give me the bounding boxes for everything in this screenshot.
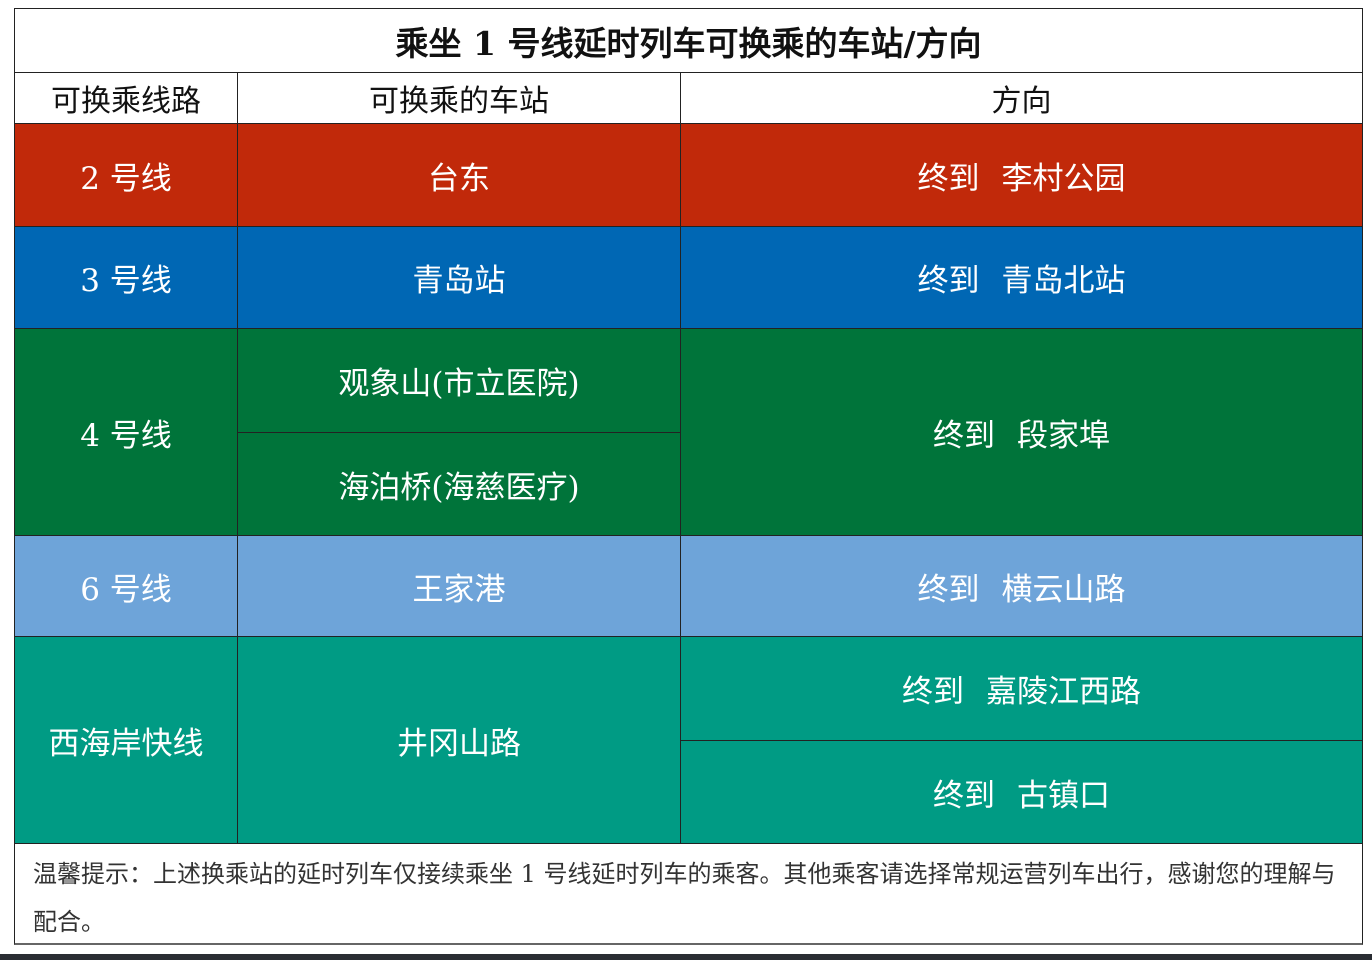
direction-prefix: 终到 <box>917 160 980 197</box>
station-cell: 观象山(市立医院) <box>237 328 681 433</box>
line-cell: 西海岸快线 <box>14 636 238 844</box>
direction-cell: 终到 嘉陵江西路 <box>680 636 1363 741</box>
direction-prefix: 终到 <box>902 674 964 710</box>
direction-cell: 终到 古镇口 <box>680 740 1363 844</box>
station-cell: 海泊桥(海慈医疗) <box>237 432 681 536</box>
table-title: 乘坐 1 号线延时列车可换乘的车站/方向 <box>14 8 1363 73</box>
direction-dest: 青岛北站 <box>1001 263 1126 299</box>
direction-cell: 终到 横云山路 <box>680 535 1363 637</box>
direction-dest: 嘉陵江西路 <box>986 674 1141 710</box>
header-direction: 方向 <box>680 72 1363 124</box>
direction-cell: 终到 段家埠 <box>680 328 1363 536</box>
direction-prefix: 终到 <box>933 777 995 814</box>
header-line: 可换乘线路 <box>14 72 238 124</box>
direction-dest: 段家埠 <box>1017 417 1110 454</box>
line-cell: 4 号线 <box>14 328 238 536</box>
station-cell: 王家港 <box>237 535 681 637</box>
direction-prefix: 终到 <box>917 263 980 299</box>
direction-prefix: 终到 <box>933 417 995 454</box>
station-cell: 青岛站 <box>237 226 681 329</box>
line-cell: 6 号线 <box>14 535 238 637</box>
header-station: 可换乘的车站 <box>237 72 681 124</box>
direction-prefix: 终到 <box>917 571 980 608</box>
station-cell: 台东 <box>237 123 681 227</box>
bottom-bar <box>0 954 1372 960</box>
footer-note: 温馨提示：上述换乘站的延时列车仅接续乘坐 1 号线延时列车的乘客。其他乘客请选择… <box>14 843 1363 945</box>
station-cell: 井冈山路 <box>237 636 681 844</box>
line-cell: 3 号线 <box>14 226 238 329</box>
line-cell: 2 号线 <box>14 123 238 227</box>
direction-dest: 古镇口 <box>1017 777 1110 814</box>
direction-cell: 终到 李村公园 <box>680 123 1363 227</box>
direction-cell: 终到 青岛北站 <box>680 226 1363 329</box>
direction-dest: 李村公园 <box>1001 160 1126 197</box>
direction-dest: 横云山路 <box>1001 571 1126 608</box>
